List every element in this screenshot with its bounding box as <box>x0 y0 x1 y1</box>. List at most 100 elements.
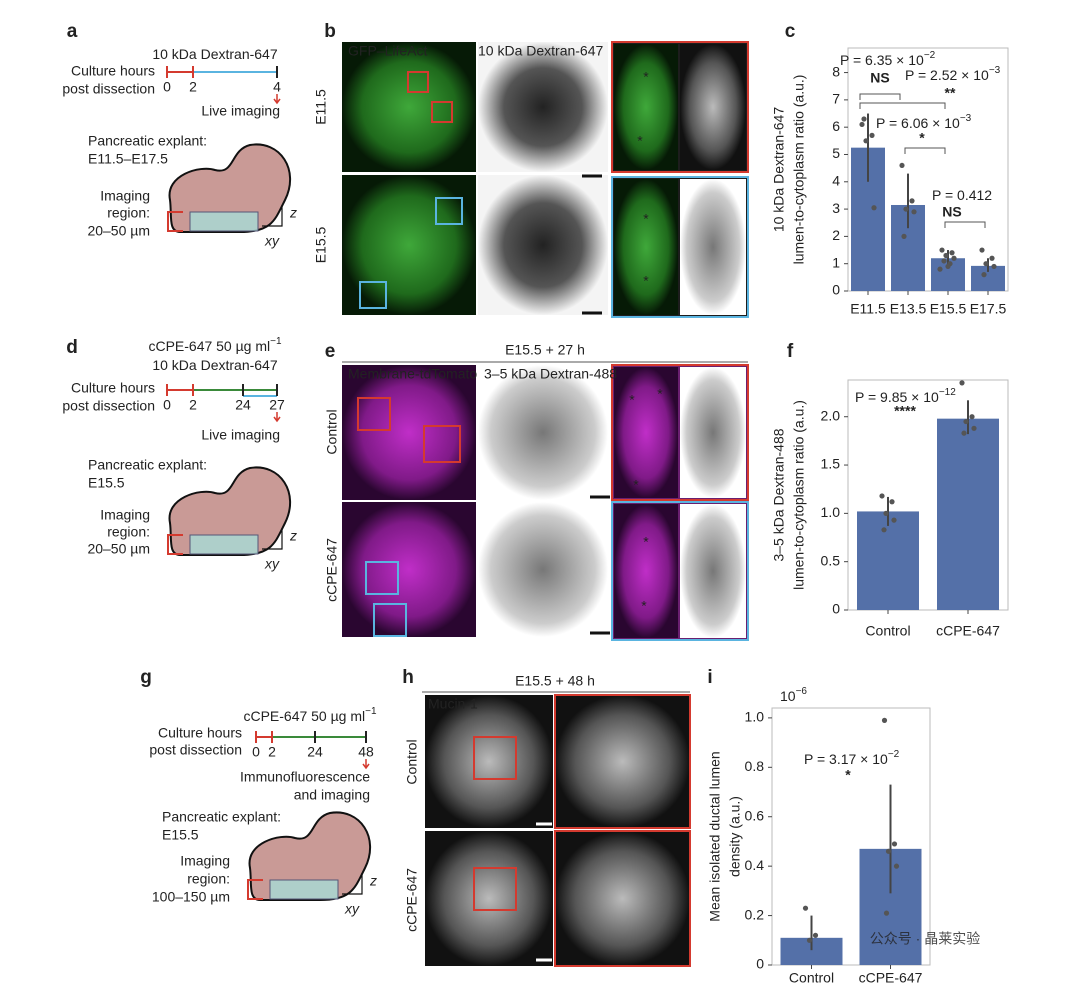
timepoint: 2 <box>189 397 197 413</box>
data-point <box>939 247 945 253</box>
axis-icon-label: xy <box>344 901 360 917</box>
imaging-region <box>269 879 339 900</box>
image <box>342 42 476 172</box>
row-label: Control <box>404 739 420 784</box>
treatment-label-exp: −1 <box>270 336 282 347</box>
panel-label: f <box>787 341 794 362</box>
marker: * <box>643 273 649 289</box>
timeline-label: post dissection <box>149 742 242 758</box>
image <box>478 365 608 500</box>
zoom <box>680 44 746 170</box>
zoom <box>614 179 678 315</box>
roi-box <box>431 101 453 123</box>
data-point <box>945 263 951 270</box>
axes-icon <box>262 528 283 550</box>
p-value: P = 6.06 × 10−3 <box>876 113 972 131</box>
y-tick-label: 0.8 <box>745 758 765 774</box>
axis-offset: 10−6 <box>780 686 807 704</box>
roi-box <box>359 281 387 309</box>
image <box>342 502 476 637</box>
row-label: cCPE-647 <box>404 868 420 932</box>
channel-label: Mucin-1 <box>428 696 478 712</box>
roi-box <box>407 71 429 93</box>
x-tick-label: E17.5 <box>970 301 1007 317</box>
y-tick-label: 6 <box>832 118 840 134</box>
explant-label: E15.5 <box>162 827 199 843</box>
zoom-image <box>554 694 691 829</box>
y-tick-label: 0 <box>832 282 840 298</box>
image <box>425 831 553 966</box>
marker: * <box>633 477 639 493</box>
p-value-text: P = 9.85 × 10 <box>855 389 939 405</box>
timeline-label: Culture hours <box>71 63 155 79</box>
panel-label: i <box>707 667 712 688</box>
panel-title: E15.5 + 27 h <box>505 342 585 358</box>
data-point <box>903 206 909 212</box>
p-value-text: P = 2.52 × 10 <box>905 67 989 83</box>
y-tick-label: 1 <box>832 254 840 270</box>
data-point <box>812 932 819 938</box>
y-axis-label: Mean isolated ductal lumen <box>707 751 723 921</box>
significance: NS <box>942 204 961 220</box>
x-tick-label: cCPE-647 <box>859 970 923 984</box>
data-point <box>883 510 889 516</box>
roi-box <box>365 561 399 595</box>
significance: NS <box>870 70 889 86</box>
channel-label: Membrane-tdTomato <box>348 366 477 382</box>
bar <box>857 511 919 610</box>
axes-icon <box>342 873 363 895</box>
roi-box <box>473 736 517 780</box>
data-point <box>961 430 967 436</box>
p-value-exp: −12 <box>939 387 956 398</box>
event-label: Live imaging <box>201 103 280 119</box>
p-value-text: P = 0.412 <box>932 187 992 203</box>
channel-label: 10 kDa Dextran-647 <box>478 43 604 59</box>
region-label: 20–50 µm <box>87 541 150 557</box>
p-value: P = 2.52 × 10−3 <box>905 65 1001 83</box>
axis-icon-label: z <box>289 205 297 221</box>
timepoint: 2 <box>268 744 276 760</box>
region-label: region: <box>107 524 150 540</box>
axis-icon-label: z <box>369 873 377 889</box>
plot-frame <box>847 47 1009 292</box>
data-point <box>911 209 917 215</box>
timepoint: 48 <box>358 744 374 760</box>
data-point <box>937 266 943 272</box>
axis-icon-label: xy <box>264 556 280 572</box>
data-point <box>881 527 887 533</box>
arrow <box>362 759 370 770</box>
data-point <box>863 138 869 144</box>
data-point <box>909 198 915 204</box>
roi-box <box>435 197 463 225</box>
roi-box <box>373 603 407 637</box>
timepoint: 24 <box>235 397 251 413</box>
y-tick-label: 2 <box>832 227 840 243</box>
marker: * <box>637 133 643 149</box>
region-label: Imaging <box>180 853 230 869</box>
p-value-exp: −2 <box>924 50 936 61</box>
treatment-label: 10 kDa Dextran-647 <box>152 46 278 62</box>
y-tick-label: 4 <box>832 172 840 188</box>
y-axis-label: lumen-to-cytoplasm ratio (a.u.) <box>791 400 807 590</box>
x-tick-label: E13.5 <box>890 301 927 317</box>
zoom <box>680 179 746 315</box>
imaging-region <box>189 211 259 232</box>
data-point <box>893 863 900 869</box>
zoom <box>614 367 678 498</box>
significance: ** <box>945 85 956 101</box>
row-label: Control <box>324 409 340 454</box>
explant-label: Pancreatic explant: <box>88 457 207 473</box>
marker: * <box>657 386 663 402</box>
data-point <box>806 937 813 943</box>
data-point <box>861 116 867 122</box>
axis-icon-label: z <box>289 528 297 544</box>
p-value-text: P = 6.35 × 10 <box>840 52 924 68</box>
plot-frame <box>847 379 1009 611</box>
panel-label: h <box>402 667 414 688</box>
bracket <box>859 102 946 109</box>
p-value-text: P = 6.06 × 10 <box>876 115 960 131</box>
event-label: Live imaging <box>201 427 280 443</box>
treatment-label: cCPE-647 50 µg ml−1 <box>148 336 282 354</box>
data-point <box>871 205 877 211</box>
data-point <box>869 132 875 138</box>
